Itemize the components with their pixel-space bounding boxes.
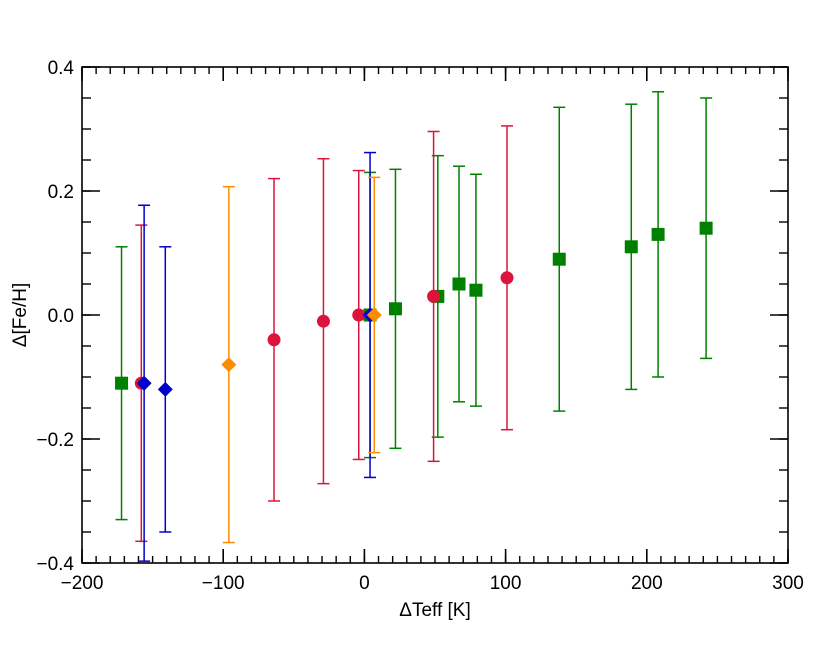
minor-ticks [81,66,789,564]
y-tick-label: −0.2 [36,430,74,451]
square-marker [452,277,466,291]
y-tick-labels: −0.4 −0.2 0.0 0.2 0.4 [36,58,74,575]
diamond-marker [136,375,152,391]
square-marker [388,302,402,316]
x-tick-label: 300 [772,573,804,594]
circle-marker [267,333,281,347]
circle-marker [352,308,366,322]
x-tick-label: 200 [631,573,663,594]
y-tick-label: 0.4 [48,58,75,79]
x-tick-label: −100 [202,573,245,594]
circle-marker [427,289,441,303]
major-ticks [81,66,789,564]
y-tick-label: 0.0 [48,306,74,327]
diamond-marker [221,357,237,373]
x-tick-label: −200 [61,573,104,594]
error-bars [115,91,713,562]
data-points [115,221,713,397]
square-marker [469,283,483,297]
diamond-marker [366,307,382,323]
square-marker [651,227,665,241]
circle-marker [500,271,514,285]
y-axis-label: Δ[Fe/H] [10,283,31,347]
x-tick-labels: −200 −100 0 100 200 300 [61,573,804,594]
x-tick-label: 100 [490,573,522,594]
x-tick-label: 0 [359,573,370,594]
plot-frame [81,66,789,564]
square-marker [115,376,129,390]
diamond-marker [157,381,173,397]
square-marker [624,240,638,254]
x-axis-label: ΔTeff [K] [399,600,470,621]
y-tick-label: −0.4 [36,554,74,575]
square-marker [699,221,713,235]
circle-marker [316,314,330,328]
y-tick-label: 0.2 [48,182,74,203]
square-marker [552,252,566,266]
